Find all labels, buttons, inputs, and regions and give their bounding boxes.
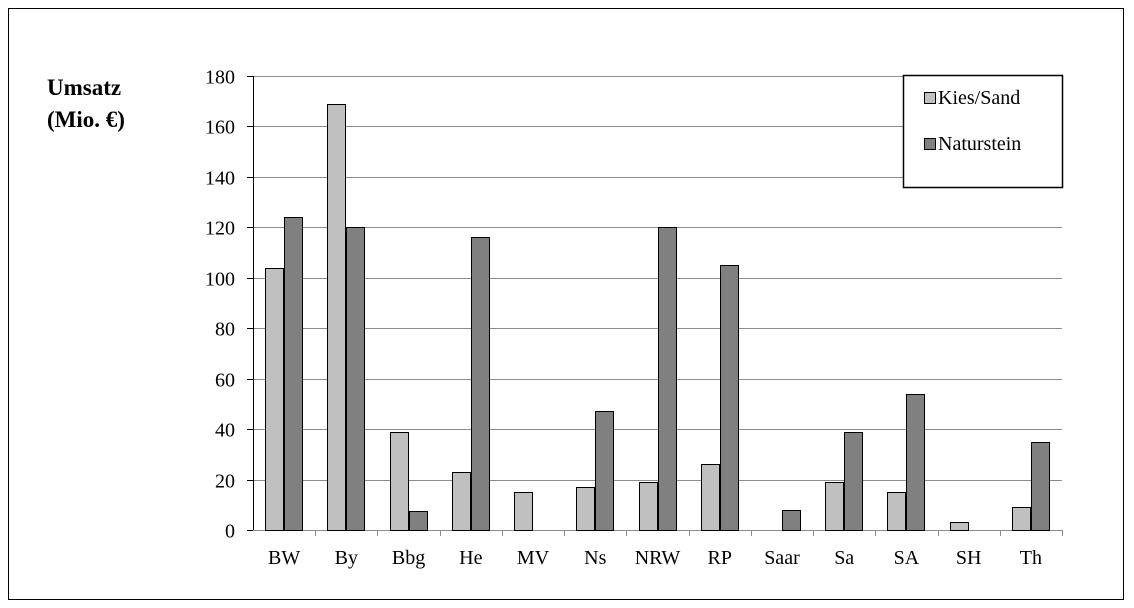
y-tick-label: 100 [205, 269, 235, 291]
y-tick-label: 140 [205, 168, 235, 190]
bar-naturstein-nrw [658, 227, 677, 531]
bar-naturstein-ns [595, 411, 614, 531]
bar-kies-sand-nrw [639, 482, 658, 531]
x-tick-label: He [459, 547, 482, 569]
x-tick-label: RP [707, 547, 731, 569]
bar-kies-sand-ns [576, 487, 595, 531]
x-tick-label: Bbg [392, 547, 425, 569]
bar-naturstein-sa [906, 394, 925, 531]
legend-label: Naturstein [938, 133, 1021, 155]
x-tick-label: BW [268, 547, 300, 569]
y-axis-label-line-2: (Mio. €) [47, 107, 125, 132]
bar-naturstein-sa [844, 432, 863, 531]
bar-naturstein-saar [782, 510, 801, 531]
bar-naturstein-bbg [409, 511, 428, 531]
bar-naturstein-by [346, 227, 365, 531]
bar-kies-sand-rp [701, 464, 720, 531]
x-tick-label: Saar [764, 547, 800, 569]
y-axis-label-line-1: Umsatz [47, 75, 122, 100]
legend-swatch [924, 92, 936, 104]
y-tick-label: 180 [205, 67, 235, 89]
bar-naturstein-th [1031, 442, 1050, 531]
legend-label: Kies/Sand [938, 87, 1020, 109]
y-tick-label: 60 [215, 370, 235, 392]
bar-naturstein-he [471, 237, 490, 531]
x-tick-label: Ns [584, 547, 606, 569]
x-tick-label: NRW [635, 547, 681, 569]
bar-kies-sand-mv [514, 492, 533, 531]
x-tick-label: By [335, 547, 358, 569]
y-tick-label: 0 [225, 521, 235, 543]
y-tick-label: 40 [215, 420, 235, 442]
bar-kies-sand-sh [950, 522, 969, 531]
bar-kies-sand-by [327, 104, 346, 531]
x-tick-label: SA [894, 547, 920, 569]
bar-kies-sand-bbg [390, 432, 409, 531]
bar-kies-sand-sa [887, 492, 906, 531]
x-tick-label: Sa [834, 547, 854, 569]
y-tick-label: 160 [205, 117, 235, 139]
y-axis-label: Umsatz (Mio. €) [47, 72, 125, 136]
bar-naturstein-bw [284, 217, 303, 531]
x-tick-label: MV [517, 547, 550, 569]
legend-swatch [924, 138, 936, 150]
y-tick-label: 20 [215, 471, 235, 493]
bar-kies-sand-he [452, 472, 471, 531]
x-tick-label: SH [956, 547, 982, 569]
x-tick-label: Th [1020, 547, 1042, 569]
bar-kies-sand-th [1012, 507, 1031, 531]
bar-kies-sand-sa [825, 482, 844, 531]
y-tick-label: 80 [215, 319, 235, 341]
bar-naturstein-rp [720, 265, 739, 531]
y-tick-label: 120 [205, 218, 235, 240]
bar-kies-sand-bw [265, 268, 284, 531]
